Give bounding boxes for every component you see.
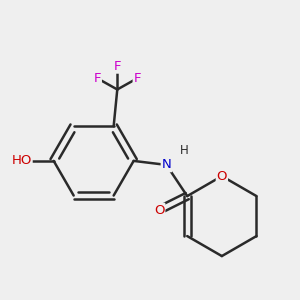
Text: F: F bbox=[94, 72, 101, 85]
Text: O: O bbox=[154, 204, 164, 217]
Text: HO: HO bbox=[11, 154, 32, 167]
Text: H: H bbox=[180, 144, 189, 158]
Text: F: F bbox=[113, 60, 121, 73]
Text: O: O bbox=[217, 169, 227, 183]
Text: N: N bbox=[162, 158, 171, 171]
Text: F: F bbox=[134, 72, 141, 85]
